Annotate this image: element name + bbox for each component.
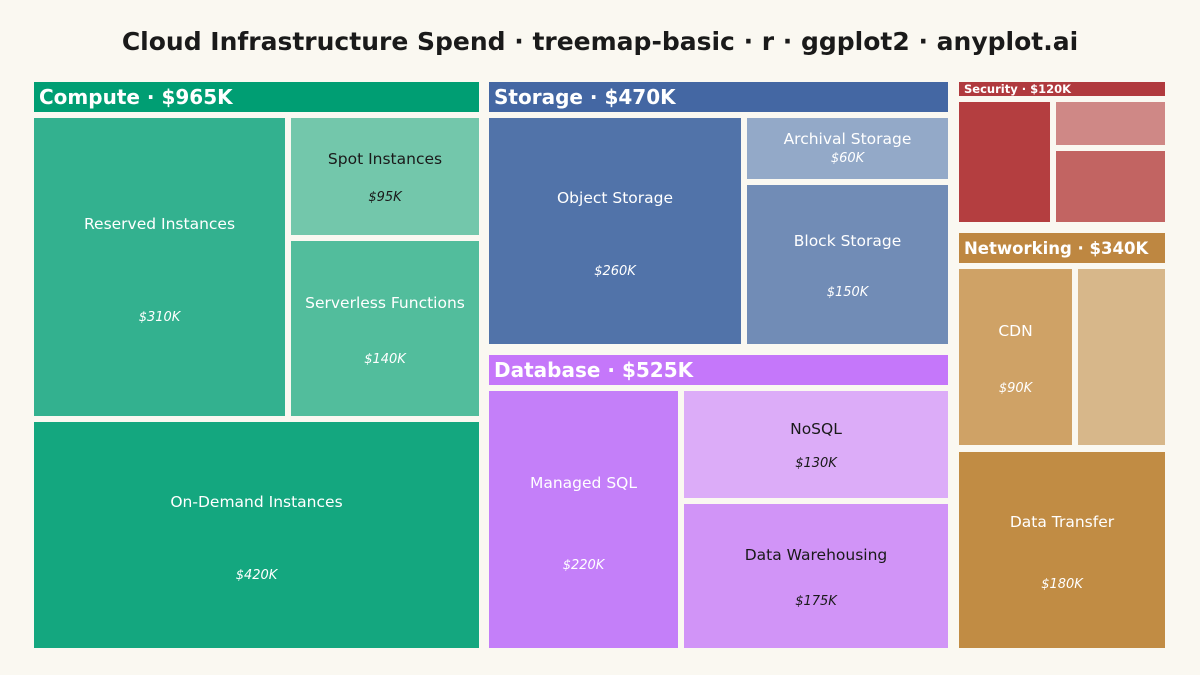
group-header-security: Security · $120K [959,82,1165,96]
tile-security-2 [1056,102,1165,145]
tile-label: Archival Storage [783,129,912,148]
tile-value: $90K [998,380,1033,396]
tile-label: Data Transfer [1009,512,1115,531]
tile-nosql: NoSQL $130K [684,391,948,498]
tile-reserved-instances: Reserved Instances $310K [34,118,285,416]
tile-value: $180K [1041,577,1083,593]
tile-managed-sql: Managed SQL $220K [489,391,678,648]
tile-security-3 [1056,151,1165,222]
chart-title: Cloud Infrastructure Spend · treemap-bas… [121,27,1079,56]
tile-on-demand-instances: On-Demand Instances $420K [34,422,479,648]
tile-label: Object Storage [556,189,674,208]
tile-label: On-Demand Instances [170,493,343,512]
group-header-database: Database · $525K [489,355,948,385]
tile-label: Managed SQL [529,473,637,492]
tile-label: Block Storage [793,232,902,251]
tile-value: $175K [795,593,837,609]
tile-value: $260K [594,263,636,279]
tile-label: Serverless Functions [305,294,465,312]
tile-value: $420K [235,567,278,583]
tile-security-1 [959,102,1050,222]
tile-spot-instances: Spot Instances $95K [291,118,479,235]
tile-data-warehousing: Data Warehousing $175K [684,504,948,648]
group-header-storage: Storage · $470K [489,82,948,112]
tile-serverless-functions: Serverless Functions $140K [291,241,479,416]
tile-data-transfer: Data Transfer $180K [959,452,1165,648]
tile-value: $310K [138,309,181,325]
tile-value: $220K [562,557,605,573]
tile-value: $140K [364,352,406,367]
tile-label: NoSQL [790,419,842,438]
tile-object-storage: Object Storage $260K [489,118,741,344]
tile-value: $150K [826,285,869,301]
tile-archival-storage: Archival Storage $60K [747,118,948,179]
tile-block-storage: Block Storage $150K [747,185,948,344]
tile-value: $60K [830,151,865,167]
tile-label: Reserved Instances [83,215,236,234]
group-header-networking: Networking · $340K [959,233,1165,263]
tile-label: Spot Instances [327,150,443,169]
group-header-compute: Compute · $965K [34,82,479,112]
tile-label: Data Warehousing [744,545,888,564]
tile-networking-2 [1078,269,1165,445]
tile-value: $130K [795,455,837,471]
tile-cdn: CDN $90K [959,269,1072,445]
tile-label: CDN [998,322,1033,341]
tile-value: $95K [368,189,402,205]
